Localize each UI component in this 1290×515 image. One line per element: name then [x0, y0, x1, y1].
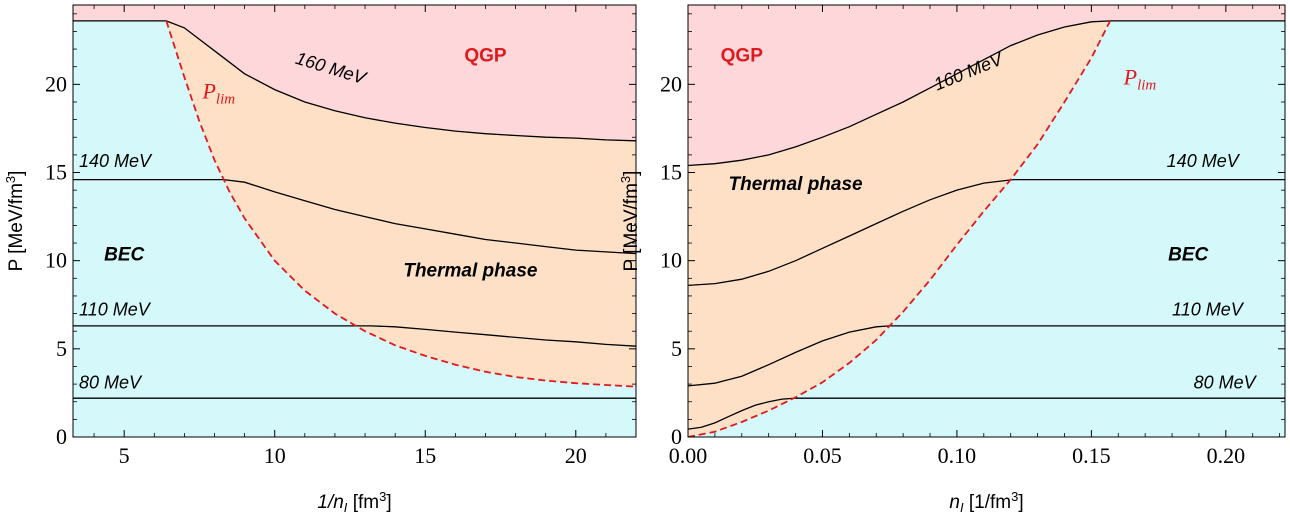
curve-label-2: 110 MeV [79, 299, 152, 319]
y-tick-label: 15 [660, 160, 682, 185]
x-axis-label: nI [1/fm3] [949, 489, 1023, 515]
isotherm-curve-0 [688, 20, 1285, 167]
plim-curve [165, 20, 636, 388]
curve-label-3: 80 MeV [79, 373, 143, 393]
x-tick-label: 5 [119, 443, 130, 468]
isotherm-curve-3 [688, 397, 1285, 430]
isotherm-curve-1 [73, 178, 636, 255]
y-tick-label: 15 [45, 160, 67, 185]
bec-region [688, 20, 1285, 437]
plim-label: Plim [1123, 64, 1157, 93]
region-label-bec: BEC [1168, 245, 1208, 266]
y-tick-label: 20 [660, 71, 682, 96]
y-tick-label: 5 [671, 336, 682, 361]
x-tick-label: 0.00 [669, 443, 708, 468]
curve-label-3: 80 MeV [1194, 373, 1258, 393]
curve-label-1: 140 MeV [79, 151, 153, 171]
plot-frame [687, 4, 1286, 438]
isotherm-curve-2 [73, 325, 636, 347]
plim-label: Plim [201, 78, 235, 107]
y-tick-label: 0 [671, 424, 682, 449]
x-axis-label: 1/nI [fm3] [317, 489, 391, 515]
isotherm-curve-0 [73, 20, 636, 142]
y-tick-label: 10 [660, 248, 682, 273]
y-tick-label: 10 [45, 248, 67, 273]
plot-area [73, 5, 636, 437]
x-tick-label: 0.05 [803, 443, 842, 468]
x-tick-label: 0.15 [1072, 443, 1111, 468]
y-axis-label: P [MeV/fm3] [3, 171, 27, 272]
y-tick-label: 5 [56, 336, 67, 361]
region-label-qgp: QGP [464, 45, 507, 66]
region-label-bec: BEC [104, 245, 144, 266]
bec-region [73, 20, 636, 437]
region-label-qgp: QGP [721, 45, 764, 66]
plot-frame [72, 4, 637, 438]
plim-curve [688, 20, 1112, 437]
region-label-thermal-phase: Thermal phase [729, 174, 864, 195]
curve-label-2: 110 MeV [1172, 299, 1245, 319]
curve-label-1: 140 MeV [1167, 151, 1241, 171]
x-tick-label: 15 [414, 443, 436, 468]
right-panel: 0 5 10 15 20 0.00 0.05 0.10 0.15 0.20 nI [1/fm3] P … [618, 4, 1286, 515]
isotherm-curve-1 [688, 178, 1285, 287]
x-tick-label: 0.20 [1207, 443, 1246, 468]
region-label-thermal-phase: Thermal phase [403, 261, 538, 282]
y-tick-label: 20 [45, 71, 67, 96]
y-tick-label: 0 [56, 424, 67, 449]
isotherm-curve-2 [688, 325, 1285, 387]
y-axis-label: P [MeV/fm3] [618, 171, 642, 272]
x-tick-label: 20 [565, 443, 587, 468]
x-tick-label: 0.10 [938, 443, 977, 468]
x-tick-label: 10 [264, 443, 286, 468]
plot-area [688, 5, 1285, 437]
